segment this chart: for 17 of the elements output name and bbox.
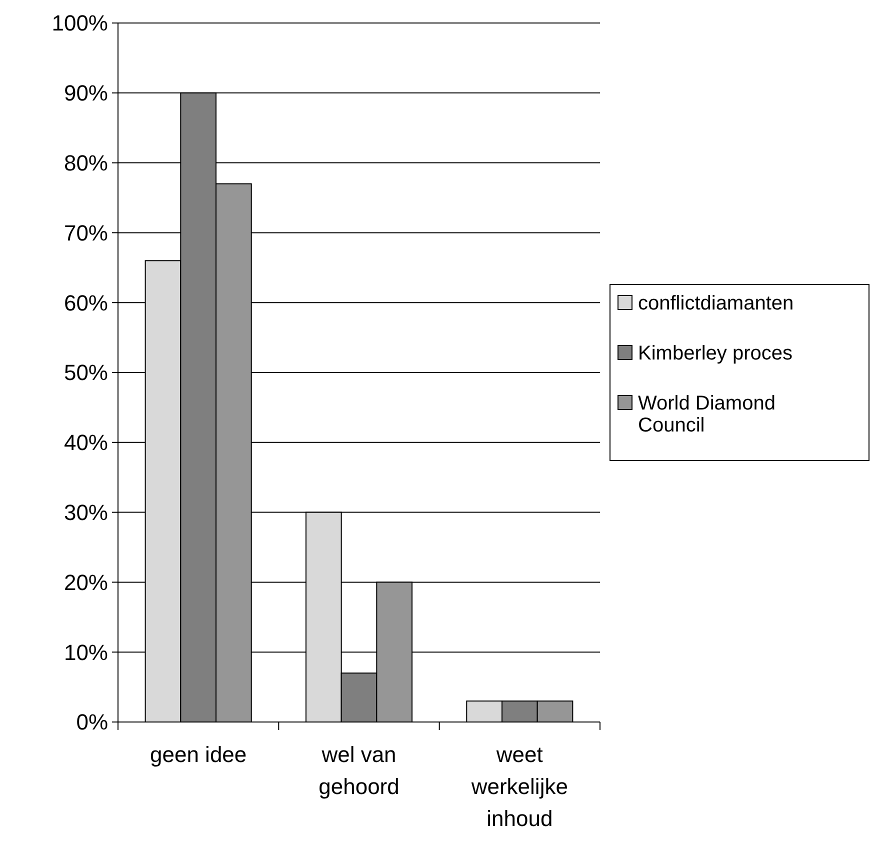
legend-label: World Diamond Council: [638, 392, 776, 436]
y-tick-label: 90%: [64, 80, 108, 106]
y-tick-label: 60%: [64, 290, 108, 316]
legend-label: conflictdiamanten: [638, 292, 794, 314]
x-tick-label: wel van gehoord: [318, 742, 400, 799]
x-tick-label: weet werkelijke inhoud: [470, 742, 568, 831]
y-tick-label: 100%: [52, 10, 108, 36]
y-tick-label: 0%: [76, 710, 108, 735]
y-tick-label: 10%: [64, 640, 108, 665]
x-tick-label: geen idee: [150, 742, 247, 767]
legend-label: Kimberley proces: [638, 342, 793, 364]
y-tick-label: 20%: [64, 570, 108, 595]
y-tick-label: 50%: [64, 360, 108, 386]
y-tick-label: 80%: [64, 150, 108, 176]
y-tick-label: 70%: [64, 220, 108, 246]
y-tick-label: 30%: [64, 500, 108, 525]
y-tick-label: 40%: [64, 430, 108, 456]
